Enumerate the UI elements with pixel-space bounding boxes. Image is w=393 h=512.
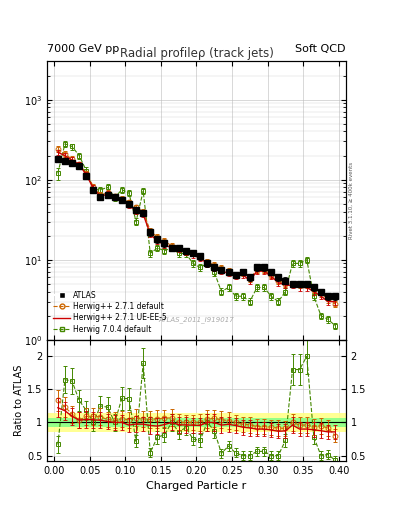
Legend: ATLAS, Herwig++ 2.7.1 default, Herwig++ 2.7.1 UE-EE-5, Herwig 7.0.4 default: ATLAS, Herwig++ 2.7.1 default, Herwig++ … bbox=[51, 288, 169, 336]
X-axis label: Charged Particle r: Charged Particle r bbox=[146, 481, 247, 491]
Y-axis label: Ratio to ATLAS: Ratio to ATLAS bbox=[14, 365, 24, 436]
Bar bbox=[47, 413, 346, 432]
Bar bbox=[47, 418, 346, 427]
Text: 7000 GeV pp: 7000 GeV pp bbox=[47, 44, 119, 54]
Text: Rivet 3.1.10, ≥ 400k events: Rivet 3.1.10, ≥ 400k events bbox=[349, 162, 354, 239]
Text: Soft QCD: Soft QCD bbox=[296, 44, 346, 54]
Title: Radial profileρ (track jets): Radial profileρ (track jets) bbox=[119, 47, 274, 60]
Text: ATLAS_2011_I919017: ATLAS_2011_I919017 bbox=[159, 316, 234, 323]
